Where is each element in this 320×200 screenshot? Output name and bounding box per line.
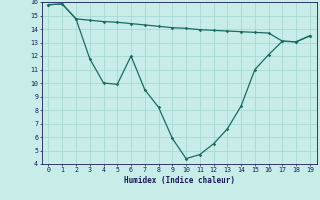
X-axis label: Humidex (Indice chaleur): Humidex (Indice chaleur) xyxy=(124,176,235,185)
